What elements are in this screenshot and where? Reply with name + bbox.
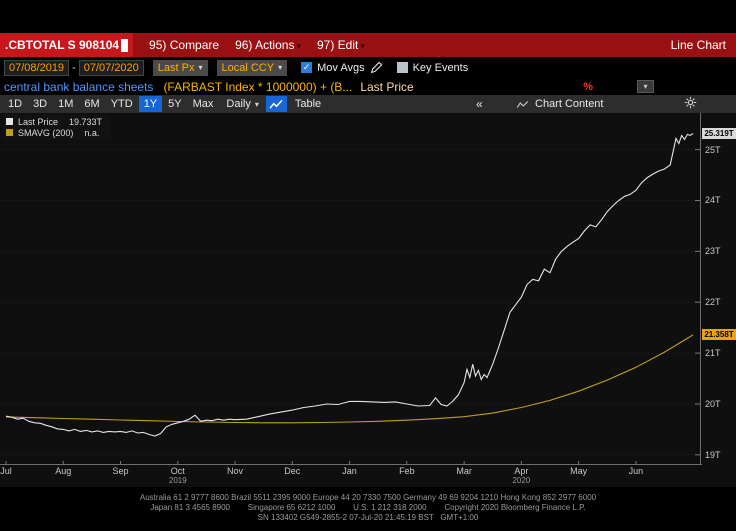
year-label: 2019	[168, 476, 187, 485]
legend-swatch	[6, 118, 13, 125]
line-chart-icon-button[interactable]	[265, 96, 287, 112]
legend-value: 19.733T	[69, 116, 103, 127]
y-axis-label: 20T	[705, 398, 721, 409]
text-cursor	[121, 38, 129, 52]
y-axis-label: 25T	[705, 144, 721, 155]
collapse-panel-button[interactable]: «	[476, 97, 483, 111]
date-to-input[interactable]: 07/07/2020	[78, 59, 144, 76]
legend-swatch	[6, 129, 13, 136]
settings-bar: 07/08/2019 - 07/07/2020 Last Px ▾ Local C…	[0, 57, 736, 78]
range-button-5y[interactable]: 5Y	[168, 98, 182, 110]
security-dropdown-button[interactable]: ▾	[637, 80, 654, 93]
currency-dropdown[interactable]: Local CCY ▾	[216, 59, 288, 76]
table-button[interactable]: Table	[294, 98, 322, 110]
footer-line-1: Australia 61 2 9777 8600 Brazil 5511 239…	[139, 493, 597, 502]
date-from-input[interactable]: 07/08/2019	[4, 59, 70, 76]
x-axis-label: Jan	[342, 466, 357, 476]
gear-icon-button[interactable]	[684, 96, 697, 112]
y-axis-label: 24T	[705, 195, 721, 206]
range-buttons: 1D 3D 1M 6M YTD 1Y 5Y Max	[3, 96, 218, 112]
line-chart-icon	[269, 99, 283, 109]
y-axis-label: 22T	[705, 297, 721, 308]
y-axis-label: 23T	[705, 246, 721, 257]
legend: Last Price 19.733T SMAVG (200) n.a.	[3, 115, 111, 140]
security-bar: central bank balance sheets (FARBAST Ind…	[0, 78, 736, 95]
gear-icon	[684, 96, 697, 109]
ticker-field[interactable]: .CBTOTAL S 908104	[0, 33, 134, 57]
chart-content-icon	[516, 100, 529, 108]
menu-compare[interactable]: 95) Compare	[149, 38, 220, 52]
price-plot[interactable]	[0, 113, 702, 465]
chart-type-title: Line Chart	[670, 38, 726, 52]
legend-label: SMAVG (200)	[18, 127, 74, 138]
percent-scale-toggle[interactable]: %	[583, 80, 593, 93]
terminal-footer: Australia 61 2 9777 8600 Brazil 5511 239…	[0, 487, 736, 531]
menu-edit[interactable]: 97) Edit ▾	[316, 38, 365, 52]
x-axis-label: Sep	[112, 466, 129, 476]
x-axis-label: Jun	[628, 466, 644, 476]
unchecked-checkbox-icon	[396, 62, 408, 73]
security-formula: (FARBAST Index * 1000000) + (B...	[163, 79, 353, 94]
pencil-icon[interactable]	[370, 61, 383, 74]
range-button-ytd[interactable]: YTD	[110, 98, 133, 110]
chevron-down-icon: ▾	[278, 63, 283, 72]
x-axis-label: Jul	[0, 466, 12, 476]
legend-value: n.a.	[84, 127, 100, 138]
year-label: 2020	[512, 476, 531, 485]
y-axis-label: 21T	[705, 348, 721, 359]
x-axis-label: Nov	[227, 466, 244, 476]
x-axis-label: Mar	[456, 466, 472, 476]
menu-actions[interactable]: 96) Actions ▾	[235, 38, 301, 52]
mov-avgs-label: Mov Avgs	[317, 61, 365, 74]
top-strip	[0, 0, 736, 33]
ticker-text: .CBTOTAL S 908104	[5, 38, 120, 52]
checked-checkbox-icon: ✓	[301, 62, 313, 73]
security-name[interactable]: central bank balance sheets	[4, 79, 154, 94]
chart-toolbar: 1D 3D 1M 6M YTD 1Y 5Y Max Daily ▾ Table « Chart …	[0, 95, 736, 113]
chevron-down-icon: ▾	[254, 99, 259, 109]
chart-area: Last Price 19.733T SMAVG (200) n.a. 19T 2…	[0, 113, 736, 487]
range-button-1m[interactable]: 1M	[58, 98, 74, 110]
range-button-1d[interactable]: 1D	[8, 98, 23, 110]
price-field-dropdown[interactable]: Last Px ▾	[152, 59, 208, 76]
x-axis-label: Oct	[170, 466, 185, 476]
x-axis-label: Aug	[55, 466, 72, 476]
legend-item-smavg[interactable]: SMAVG (200) n.a.	[6, 127, 102, 138]
command-bar: .CBTOTAL S 908104 95) Compare 96) Action…	[0, 33, 736, 57]
range-button-1y[interactable]: 1Y	[138, 96, 163, 112]
x-axis-label: Apr	[514, 466, 529, 476]
price-field-label: Last Price	[360, 79, 414, 94]
key-events-checkbox[interactable]: Key Events	[396, 61, 469, 74]
footer-line-2: Japan 81 3 4565 8900 Singapore 65 6212 1…	[150, 503, 586, 512]
range-button-3d[interactable]: 3D	[33, 98, 48, 110]
chevron-down-icon: ▾	[296, 41, 301, 51]
mov-avgs-checkbox[interactable]: ✓ Mov Avgs	[301, 61, 383, 74]
period-dropdown[interactable]: Daily ▾	[226, 98, 259, 110]
footer-line-3: SN 133402 G549-2855-2 07-Jul-20 21:45:19…	[257, 513, 479, 522]
smavg-200-badge: 21.358T	[702, 329, 736, 341]
key-events-label: Key Events	[412, 61, 469, 74]
last-price-badge: 25.319T	[702, 127, 736, 139]
x-axis-label: Feb	[399, 466, 415, 476]
x-axis-label: May	[570, 466, 588, 476]
range-button-max[interactable]: Max	[192, 98, 214, 110]
legend-item-last-price[interactable]: Last Price 19.733T	[6, 116, 102, 127]
range-button-6m[interactable]: 6M	[84, 98, 100, 110]
chevron-down-icon: ▾	[643, 82, 648, 91]
legend-label: Last Price	[18, 116, 59, 127]
chevron-down-icon: ▾	[360, 41, 365, 51]
y-axis-label: 19T	[705, 449, 721, 460]
x-axis-label: Dec	[284, 466, 301, 476]
chevron-down-icon: ▾	[198, 63, 203, 72]
chart-content-button[interactable]: Chart Content	[516, 98, 603, 110]
date-range-dash: -	[72, 61, 76, 74]
